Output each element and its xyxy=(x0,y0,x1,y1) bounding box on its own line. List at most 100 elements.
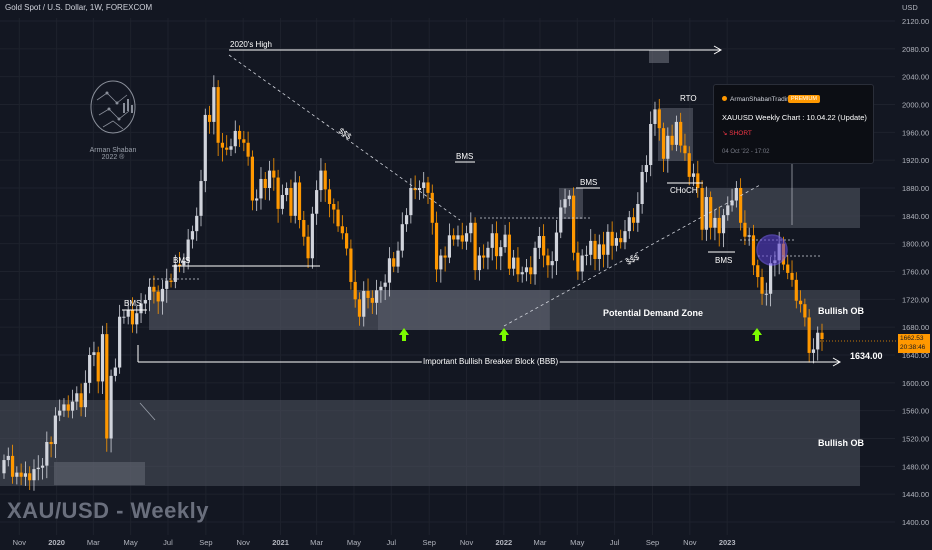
candle-bearish xyxy=(366,290,370,298)
candle-bullish xyxy=(195,215,199,232)
candle-bullish xyxy=(122,316,126,318)
candle-bearish xyxy=(246,142,250,157)
candle-bullish xyxy=(70,401,75,411)
candle-bullish xyxy=(524,267,529,273)
candle-bullish xyxy=(396,250,400,267)
candle-bullish xyxy=(490,233,494,248)
candle-bullish xyxy=(559,207,563,233)
x-tick-label: Nov xyxy=(683,538,697,547)
popup-author[interactable]: ArmanShabanTrading xyxy=(730,96,794,103)
candle-bearish xyxy=(576,252,580,272)
candle-bullish xyxy=(644,165,649,172)
current-price: 1662.53 xyxy=(900,335,924,342)
candle-bearish xyxy=(460,235,464,242)
candle-bearish xyxy=(216,87,220,143)
candle-bullish xyxy=(404,215,409,225)
candle-bearish xyxy=(743,222,747,237)
bms-label-2: BMS xyxy=(173,256,190,265)
candle-bullish xyxy=(713,217,717,228)
candle-bullish xyxy=(148,286,152,301)
candle-bearish xyxy=(482,255,486,258)
high-2020-arrowhead xyxy=(713,45,723,55)
candle-bearish xyxy=(751,235,756,266)
candle-bullish xyxy=(62,404,66,411)
candle-bullish xyxy=(623,231,627,243)
candle-bearish xyxy=(670,135,674,145)
x-tick-label: Sep xyxy=(646,538,659,547)
choch-label: CHoCH xyxy=(670,186,698,195)
candle-bullish xyxy=(255,198,259,201)
candle-bullish xyxy=(75,393,79,402)
candle-bearish xyxy=(679,121,683,146)
y-tick-label: 1520.00 xyxy=(902,435,929,444)
y-tick-label: 1720.00 xyxy=(902,295,929,304)
candle-bearish xyxy=(494,233,499,257)
candle-bullish xyxy=(139,303,143,314)
candle-bullish xyxy=(447,235,452,258)
candle-bearish xyxy=(306,236,310,259)
candle-bullish xyxy=(726,205,730,216)
annotations: 2020's High $$$ $$$ BMS BMS BMS BMS BMS … xyxy=(122,40,896,448)
ssl-label-2: $$$ xyxy=(625,252,641,266)
x-tick-label: Nov xyxy=(237,538,251,547)
candle-bullish xyxy=(83,382,87,408)
candle-bearish xyxy=(370,297,374,303)
candle-bearish xyxy=(237,130,242,140)
candle-bullish xyxy=(199,181,203,216)
candle-bearish xyxy=(19,472,23,477)
candle-bearish xyxy=(790,272,794,280)
ob-box-left xyxy=(54,462,145,485)
candle-bullish xyxy=(464,233,469,242)
y-tick-label: 1480.00 xyxy=(902,462,929,471)
candle-bearish xyxy=(443,255,447,258)
candle-bullish xyxy=(520,272,524,275)
y-tick-label: 1680.00 xyxy=(902,323,929,332)
candle-bearish xyxy=(739,188,743,223)
candle-bullish xyxy=(456,235,460,240)
bullish-ob-label-lower: Bullish OB xyxy=(818,438,865,448)
idea-popup[interactable]: ArmanShabanTrading PREMIUM XAUUSD Weekly… xyxy=(713,84,874,164)
author-avatar-icon xyxy=(722,96,727,101)
brain-logo-icon xyxy=(90,80,136,134)
logo-name: Arman Shaban xyxy=(89,147,137,154)
candle-bullish xyxy=(173,264,177,282)
x-tick-label: 2022 xyxy=(496,538,513,547)
y-tick-label: 1440.00 xyxy=(902,490,929,499)
candles xyxy=(2,75,824,491)
popup-signal: ↘ SHORT xyxy=(722,130,752,137)
candle-bullish xyxy=(627,217,631,232)
x-tick-label: Sep xyxy=(199,538,212,547)
y-tick-label: 1840.00 xyxy=(902,212,929,221)
candle-bullish xyxy=(293,182,297,216)
candle-bullish xyxy=(58,410,62,416)
candle-bearish xyxy=(357,299,362,317)
candle-bearish xyxy=(601,244,606,255)
candle-bearish xyxy=(353,281,357,300)
candle-bullish xyxy=(165,280,169,289)
candle-bullish xyxy=(36,467,40,470)
x-tick-label: 2020 xyxy=(48,538,65,547)
popup-title[interactable]: XAUUSD Weekly Chart : 10.04.22 (Update) xyxy=(722,113,867,122)
candle-bullish xyxy=(614,238,619,246)
candle-bearish xyxy=(529,267,533,275)
candle-bullish xyxy=(769,263,773,294)
candle-bearish xyxy=(426,182,430,193)
top-box-2022 xyxy=(649,50,669,63)
candle-bullish xyxy=(503,234,507,248)
x-tick-label: 2021 xyxy=(272,538,289,547)
candle-bullish xyxy=(533,247,537,275)
candle-bearish xyxy=(242,139,246,143)
y-tick-label: 1560.00 xyxy=(902,407,929,416)
candle-bullish xyxy=(816,332,820,350)
candle-bearish xyxy=(572,195,576,253)
candle-bearish xyxy=(263,178,267,188)
candle-bullish xyxy=(640,171,644,205)
candle-bullish xyxy=(160,288,165,302)
candle-bearish xyxy=(225,147,229,150)
candle-bearish xyxy=(619,238,623,243)
candle-bearish xyxy=(610,231,614,246)
candle-bearish xyxy=(542,236,546,256)
green-arrow-2 xyxy=(499,328,509,341)
rto-label: RTO xyxy=(680,94,697,103)
